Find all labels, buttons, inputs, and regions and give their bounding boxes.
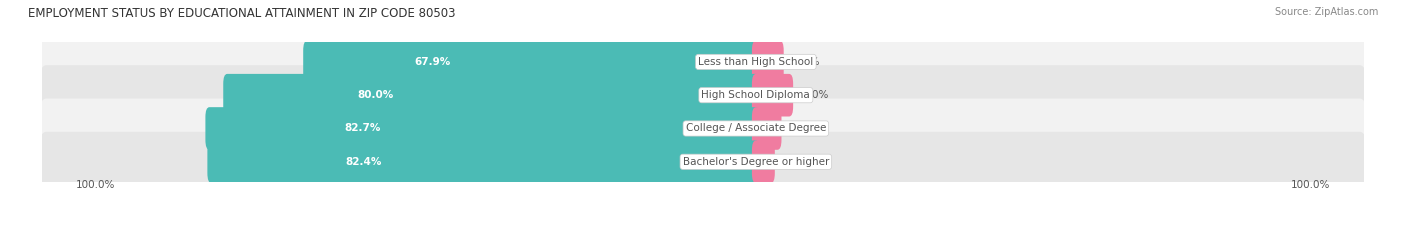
Text: College / Associate Degree: College / Associate Degree xyxy=(686,123,827,134)
Text: 2.7%: 2.7% xyxy=(785,157,811,167)
FancyBboxPatch shape xyxy=(752,74,793,116)
Text: 80.0%: 80.0% xyxy=(357,90,394,100)
Text: 82.7%: 82.7% xyxy=(344,123,381,134)
Text: 82.4%: 82.4% xyxy=(346,157,382,167)
Text: 6.0%: 6.0% xyxy=(803,90,828,100)
Text: 4.3%: 4.3% xyxy=(793,57,820,67)
FancyBboxPatch shape xyxy=(752,140,775,183)
FancyBboxPatch shape xyxy=(39,65,1367,125)
Text: High School Diploma: High School Diploma xyxy=(702,90,810,100)
Text: Less than High School: Less than High School xyxy=(699,57,814,67)
FancyBboxPatch shape xyxy=(304,41,759,83)
FancyBboxPatch shape xyxy=(224,74,759,116)
Text: Source: ZipAtlas.com: Source: ZipAtlas.com xyxy=(1274,7,1378,17)
Text: 3.9%: 3.9% xyxy=(790,123,817,134)
Text: 100.0%: 100.0% xyxy=(76,180,115,190)
FancyBboxPatch shape xyxy=(205,107,759,150)
FancyBboxPatch shape xyxy=(752,107,782,150)
Text: 67.9%: 67.9% xyxy=(415,57,451,67)
FancyBboxPatch shape xyxy=(39,32,1367,92)
FancyBboxPatch shape xyxy=(752,41,783,83)
FancyBboxPatch shape xyxy=(39,99,1367,158)
Text: Bachelor's Degree or higher: Bachelor's Degree or higher xyxy=(683,157,830,167)
Text: EMPLOYMENT STATUS BY EDUCATIONAL ATTAINMENT IN ZIP CODE 80503: EMPLOYMENT STATUS BY EDUCATIONAL ATTAINM… xyxy=(28,7,456,20)
Text: 100.0%: 100.0% xyxy=(1291,180,1330,190)
FancyBboxPatch shape xyxy=(207,140,759,183)
FancyBboxPatch shape xyxy=(39,132,1367,192)
